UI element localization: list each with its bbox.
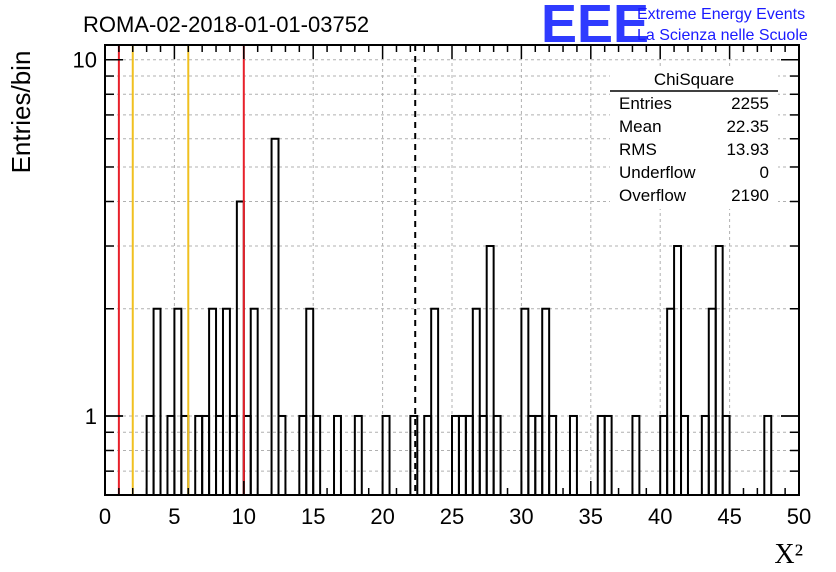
reference-lines: [117, 45, 417, 495]
histogram-bar: [312, 414, 322, 497]
histogram-bar: [353, 414, 363, 497]
y-tick-label: 1: [85, 404, 97, 429]
y-axis-label: Entries/bin: [6, 51, 36, 174]
stats-row-value: 0: [760, 163, 769, 182]
histogram-bar: [541, 307, 551, 496]
histogram-bar: [201, 414, 211, 497]
x-axis-label: X²: [774, 539, 803, 570]
histogram-bar: [534, 414, 544, 497]
stats-row-label: Overflow: [619, 186, 687, 205]
y-tick-label: 10: [73, 48, 97, 73]
histogram-bar: [277, 414, 287, 497]
histogram-bar: [423, 414, 433, 497]
histogram-bar: [333, 414, 342, 497]
histogram-bar: [659, 414, 669, 497]
x-tick-label: 20: [370, 504, 394, 529]
histogram-bar: [228, 414, 238, 497]
histogram-bar: [666, 307, 676, 496]
histogram-bar: [471, 307, 481, 496]
histogram-bar: [596, 414, 606, 497]
histogram-bar: [631, 414, 641, 497]
histogram-bar: [166, 414, 176, 497]
stats-box: ChiSquare Entries 2255 Mean 22.35 RMS 13.93 Und…: [610, 68, 778, 209]
logo-line-2: La Scienza nelle Scuole: [637, 27, 808, 44]
histogram-bar: [478, 414, 488, 497]
x-tick-label: 50: [787, 504, 811, 529]
histogram-bar: [298, 414, 308, 497]
histogram-bar: [700, 414, 710, 497]
x-tick-label: 25: [440, 504, 464, 529]
logo-line-1: Extreme Energy Events: [637, 6, 805, 23]
histogram-bar: [673, 245, 683, 496]
histogram-bar: [568, 414, 578, 497]
histogram-bar: [680, 414, 689, 497]
histogram-bar: [520, 307, 530, 496]
histogram-bar: [194, 414, 204, 497]
axis-ticks: 0 5 10 15 20 25 30 35 40 45 50 1 10: [73, 45, 811, 529]
histogram-bar: [409, 414, 419, 497]
x-tick-label: 10: [232, 504, 256, 529]
histogram-bar: [457, 414, 467, 497]
histogram-bar: [527, 414, 537, 497]
histogram-bar: [145, 414, 155, 497]
x-tick-label: 15: [301, 504, 325, 529]
x-tick-label: 5: [168, 504, 180, 529]
histogram-bar: [492, 414, 502, 497]
histogram-bar: [721, 414, 731, 497]
stats-row-value: 2190: [731, 186, 769, 205]
histogram-bar: [215, 414, 224, 497]
histogram-bar: [249, 307, 259, 496]
stats-row-value: 13.93: [726, 140, 769, 159]
stats-row-label: RMS: [619, 140, 657, 159]
histogram-bar: [714, 245, 724, 496]
stats-row-label: Underflow: [619, 163, 696, 182]
stats-row-value: 2255: [731, 94, 769, 113]
x-tick-label: 35: [579, 504, 603, 529]
histogram-bar: [270, 137, 280, 496]
histogram-bar: [763, 414, 773, 497]
chart-title: ROMA-02-2018-01-01-03752: [83, 12, 369, 37]
histogram-bar: [305, 307, 315, 496]
x-tick-label: 40: [648, 504, 672, 529]
histogram-bar: [451, 414, 460, 497]
histogram-bar: [707, 307, 717, 496]
histogram-bar: [208, 307, 218, 496]
histogram-bar: [152, 307, 162, 496]
x-tick-label: 45: [717, 504, 741, 529]
histogram-bar: [221, 307, 231, 496]
stats-row-label: Mean: [619, 117, 662, 136]
stats-row-label: Entries: [619, 94, 672, 113]
x-tick-label: 0: [99, 504, 111, 529]
histogram-bar: [381, 414, 391, 497]
histogram-bar: [485, 245, 495, 496]
histogram-bar: [603, 414, 613, 497]
histogram-bar: [173, 307, 183, 496]
histogram-bar: [242, 414, 252, 497]
stats-row-value: 22.35: [726, 117, 769, 136]
histogram-bar: [180, 414, 190, 497]
stats-box-title: ChiSquare: [654, 70, 734, 89]
histogram-bar: [548, 414, 558, 497]
histogram-bar: [430, 307, 440, 496]
histogram-bar: [464, 414, 474, 497]
x-tick-label: 30: [509, 504, 533, 529]
